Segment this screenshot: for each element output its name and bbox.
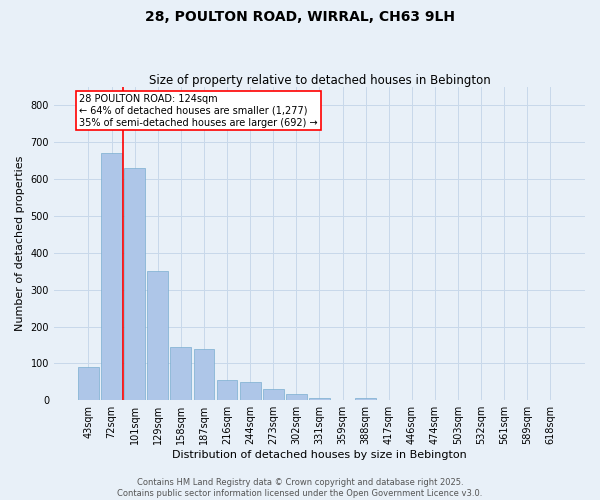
X-axis label: Distribution of detached houses by size in Bebington: Distribution of detached houses by size …: [172, 450, 467, 460]
Bar: [240, 382, 260, 400]
Bar: [355, 398, 376, 400]
Title: Size of property relative to detached houses in Bebington: Size of property relative to detached ho…: [149, 74, 490, 87]
Bar: [194, 348, 214, 400]
Text: 28, POULTON ROAD, WIRRAL, CH63 9LH: 28, POULTON ROAD, WIRRAL, CH63 9LH: [145, 10, 455, 24]
Bar: [217, 380, 238, 400]
Bar: [148, 271, 168, 400]
Y-axis label: Number of detached properties: Number of detached properties: [15, 156, 25, 332]
Bar: [124, 168, 145, 400]
Bar: [78, 367, 99, 400]
Bar: [263, 389, 284, 400]
Bar: [170, 347, 191, 400]
Bar: [286, 394, 307, 400]
Text: Contains HM Land Registry data © Crown copyright and database right 2025.
Contai: Contains HM Land Registry data © Crown c…: [118, 478, 482, 498]
Bar: [309, 398, 330, 400]
Bar: [101, 154, 122, 400]
Text: 28 POULTON ROAD: 124sqm
← 64% of detached houses are smaller (1,277)
35% of semi: 28 POULTON ROAD: 124sqm ← 64% of detache…: [79, 94, 318, 128]
